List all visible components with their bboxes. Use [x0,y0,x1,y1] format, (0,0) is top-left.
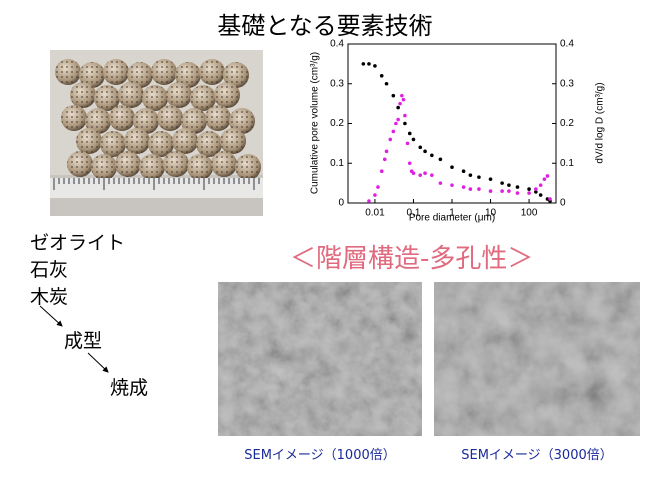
point [468,187,473,191]
point [367,199,371,203]
point [461,169,466,173]
point [488,177,493,181]
process-label: 石灰 [30,259,69,281]
point [388,137,393,142]
point [396,117,400,122]
pellet-photo [50,50,263,216]
point [373,193,377,197]
y2-tick-label: 0.2 [560,118,574,129]
point [384,81,389,86]
pore-chart: Pore diameter (μm) Cumulative pore volum… [310,39,606,224]
point [430,153,434,158]
point [379,169,384,173]
point [538,193,543,197]
point [391,93,396,98]
point [411,137,416,142]
y-tick-label: 0.1 [330,158,344,169]
point [534,187,538,191]
point [545,174,550,178]
point [527,187,531,191]
process-label: 成型 [64,330,103,352]
point [418,173,423,177]
point [405,141,410,146]
y2-tick-label: 0 [560,198,566,209]
point [507,189,511,193]
point [450,165,454,170]
point [367,62,371,66]
point [407,161,412,166]
point [373,64,377,68]
point [403,113,407,118]
point [403,121,407,126]
process-label: 焼成 [110,377,149,399]
point [538,183,543,187]
point [548,197,552,201]
point [394,121,398,126]
sem-caption: SEMイメージ（3000倍） [461,448,613,463]
point [542,177,547,181]
sem-image [218,282,422,436]
point [500,181,504,185]
point [384,149,389,154]
point [391,129,396,134]
point [376,185,380,189]
point [534,190,538,194]
point [382,157,387,162]
x-tick-label: 0.01 [365,208,385,219]
title: 基礎となる要素技術 [217,12,433,40]
y2-tick-label: 0.3 [560,78,574,89]
y2-tick-label: 0.1 [560,158,574,169]
point [515,185,520,189]
x-tick-label: 0.1 [407,208,421,219]
y-tick-label: 0.4 [330,39,344,50]
x-tick-label: 1 [449,208,455,219]
process-label: 木炭 [30,286,69,308]
point [450,183,454,187]
point [418,145,423,150]
point [468,173,473,177]
point [477,187,481,191]
point [527,191,531,195]
y-tick-label: 0.2 [330,118,344,129]
point [430,173,434,177]
subtitle: ＜階層構造-多孔性＞ [290,244,534,274]
point [411,171,416,175]
point [500,189,504,193]
point [423,171,427,175]
point [477,175,481,179]
point [396,105,400,110]
point [438,181,443,185]
point [398,101,402,106]
point [400,93,404,98]
point [507,183,511,187]
point [423,149,427,154]
x-tick-label: 100 [521,208,538,219]
point [545,197,550,201]
point [379,74,384,78]
sem-caption: SEMイメージ（1000倍） [244,448,396,463]
y2-axis-label: dV/d log D (cm³/g) [595,82,606,163]
y-tick-label: 0.3 [330,78,344,89]
point [461,185,466,189]
point [401,97,406,102]
point [488,189,493,193]
point [438,157,443,162]
point [515,191,520,195]
y-axis-label: Cumulative pore volume (cm³/g) [310,52,321,194]
point [407,131,412,136]
process-label: ゼオライト [30,232,126,254]
sem-image [434,282,640,436]
x-axis-label: Pore diameter (μm) [409,213,495,224]
y-tick-label: 0 [338,198,344,209]
x-tick-label: 10 [485,208,497,219]
y2-tick-label: 0.4 [560,39,574,50]
point [361,62,366,66]
